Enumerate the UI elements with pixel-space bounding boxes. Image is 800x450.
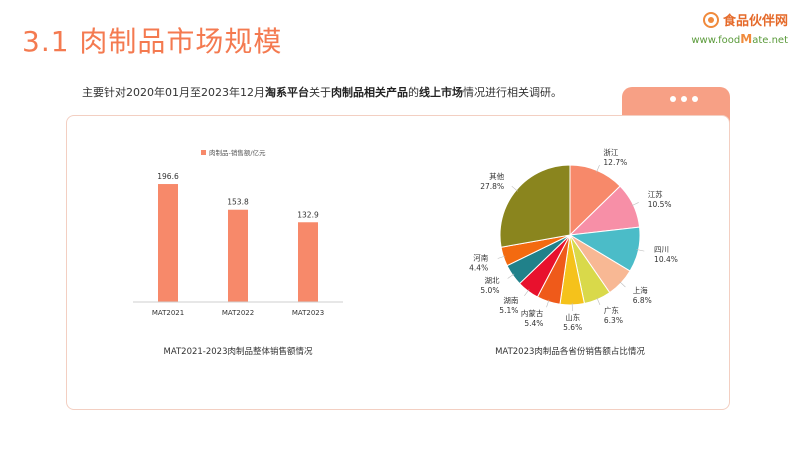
pie-label-name: 其他 [489,171,504,181]
pie-label-pct: 10.5% [648,200,672,209]
legend-entry: 肉制品-销售额/亿元 [209,148,266,157]
pie-label-name: 河南 [473,253,488,263]
pie-leader-line [596,297,601,305]
pie-label-pct: 6.8% [633,296,652,305]
intro-text: 主要针对2020年01月至2023年12月淘系平台关于肉制品相关产品的线上市场情… [82,86,562,99]
pie-label-name: 广东 [604,305,619,315]
pie-label-pct: 6.3% [604,316,623,325]
pie-leader-line [596,164,600,173]
pie-leader-line [636,249,645,252]
pie-label-pct: 4.4% [469,264,488,273]
pie-label-pct: 27.8% [480,182,504,191]
pie-slice-其他 [499,164,571,248]
bar-mat2022 [228,209,248,302]
pie-chart-title: MAT2023肉制品各省份销售额占比情况 [495,346,645,357]
pie-label-name: 湖南 [503,295,518,305]
x-tick-label: MAT2022 [222,309,254,317]
brand-logo: 食品伙伴网 www.foodMate.net [678,10,788,50]
legend-swatch [201,150,206,155]
pie-label-pct: 5.0% [480,286,499,295]
pie-label-name: 湖北 [484,276,499,285]
brand-name: 食品伙伴网 [722,14,788,29]
pie-label-pct: 5.1% [499,306,518,315]
bar-chart: 肉制品-销售额/亿元 196.6 MAT2021 153.8 MAT2022 132.9 M… [133,148,343,357]
pie-leader-line [507,273,515,279]
brand-logo-icon [702,11,719,28]
bar-mat2023 [298,222,318,302]
bar-mat2021 [158,184,178,302]
pie-label-name: 山东 [565,312,580,322]
pie-label-name: 浙江 [603,147,618,157]
page-title: 3.1 肉制品市场规模 [22,25,283,58]
pie-label-name: 四川 [654,245,669,254]
window-dots [670,96,698,102]
pie-leader-line [619,281,626,288]
pie-label-pct: 5.6% [563,323,582,332]
pie-leader-line [497,255,506,259]
pie-label-name: 上海 [633,285,648,295]
pie-label-name: 江苏 [648,189,663,199]
pie-leader-line [511,185,519,192]
charts-canvas: 肉制品-销售额/亿元 196.6 MAT2021 153.8 MAT2022 132.9 M… [133,147,678,357]
x-tick-label: MAT2021 [152,309,184,317]
pie-leader-line [546,299,550,308]
x-tick-label: MAT2023 [292,309,324,317]
pie-label-pct: 10.4% [654,255,678,264]
pie-label-pct: 5.4% [524,319,543,328]
pie-leader-line [524,289,530,296]
bar-value-label: 196.6 [157,172,179,181]
bar-chart-title: MAT2021-2023肉制品整体销售额情况 [163,346,313,357]
chart-card: 肉制品-销售额/亿元 196.6 MAT2021 153.8 MAT2022 132.9 M… [66,115,730,410]
pie-leader-line [631,202,639,207]
bar-value-label: 153.8 [227,198,249,207]
pie-label-name: 内蒙古 [521,308,544,318]
bar-value-label: 132.9 [297,210,319,219]
brand-url: www.foodMate.net [691,32,788,46]
pie-label-pct: 12.7% [603,158,627,167]
